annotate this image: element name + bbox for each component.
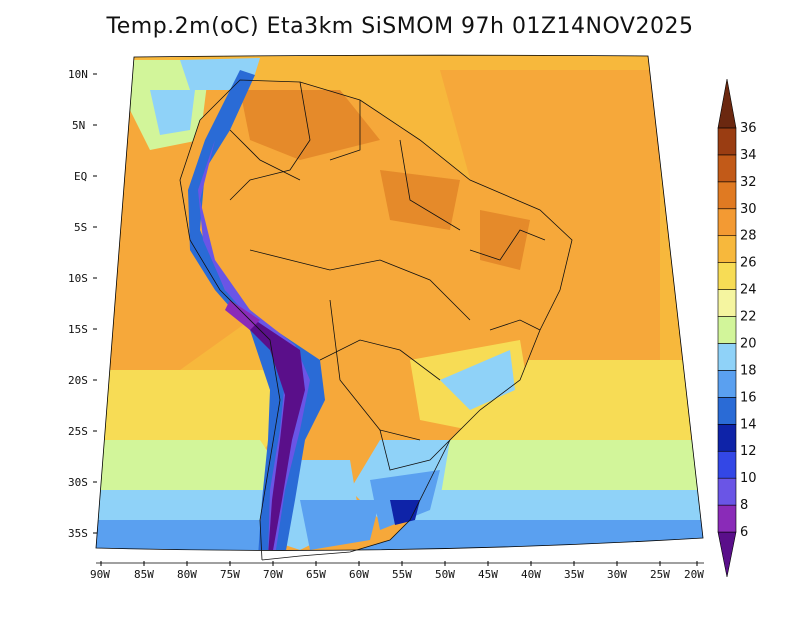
- lon-tick: 60W: [349, 561, 369, 581]
- lon-tick: 40W: [521, 561, 541, 581]
- svg-text:35W: 35W: [564, 568, 584, 581]
- colorbar-segment: [717, 235, 737, 263]
- lon-tick: 30W: [607, 561, 627, 581]
- colorbar-segment: [717, 477, 737, 506]
- colorbar-segment: [717, 343, 737, 371]
- colorbar-segment: [717, 154, 737, 183]
- svg-text:60W: 60W: [349, 568, 369, 581]
- lat-tick: 5S: [74, 221, 97, 234]
- colorbar-label: 16: [740, 390, 757, 405]
- colorbar-label: 20: [740, 336, 757, 351]
- colorbar-label: 28: [740, 229, 757, 244]
- svg-text:EQ: EQ: [74, 170, 87, 183]
- lon-tick: 55W: [392, 561, 412, 581]
- colorbar-segment: [717, 370, 737, 398]
- colorbar-label: 6: [740, 525, 748, 540]
- colorbar-label: 18: [740, 363, 757, 378]
- colorbar-segment: [717, 423, 737, 452]
- colorbar-segment: [717, 504, 737, 533]
- svg-text:20W: 20W: [684, 568, 704, 581]
- lat-tick: 15S: [68, 323, 97, 336]
- colorbar-label: 26: [740, 256, 757, 271]
- lat-tick: 25S: [68, 425, 97, 438]
- lat-tick: 30S: [68, 476, 97, 489]
- colorbar-segment: [717, 208, 737, 237]
- svg-text:90W: 90W: [90, 568, 110, 581]
- svg-text:20S: 20S: [68, 374, 88, 387]
- colorbar-label: 24: [740, 283, 757, 298]
- colorbar-label: 12: [740, 444, 757, 459]
- colorbar-segment: [717, 127, 737, 156]
- svg-text:5S: 5S: [74, 221, 87, 234]
- colorbar-segment: [717, 181, 737, 210]
- colorbar-label: 8: [740, 498, 748, 513]
- svg-text:80W: 80W: [177, 568, 197, 581]
- colorbar-label: 36: [740, 121, 757, 136]
- lon-tick: 80W: [177, 561, 197, 581]
- svg-text:55W: 55W: [392, 568, 412, 581]
- svg-text:25S: 25S: [68, 425, 88, 438]
- colorbar-label: 32: [740, 175, 757, 190]
- svg-text:70W: 70W: [263, 568, 283, 581]
- svg-text:25W: 25W: [650, 568, 670, 581]
- colorbar-segment: [717, 397, 737, 425]
- lon-tick: 65W: [306, 561, 326, 581]
- svg-text:40W: 40W: [521, 568, 541, 581]
- lat-tick: EQ: [74, 170, 97, 183]
- lon-tick: 90W: [90, 561, 110, 581]
- colorbar: 6 8 10 12 14 16 18 20 22 24 26 28 30 32 34 36: [717, 78, 757, 578]
- lat-tick: 10N: [68, 68, 97, 81]
- svg-text:35S: 35S: [68, 527, 88, 540]
- colorbar-label: 30: [740, 202, 757, 217]
- colorbar-segment: [717, 450, 737, 479]
- domain-border: [95, 54, 704, 551]
- lat-tick: 5N: [72, 119, 97, 132]
- svg-text:50W: 50W: [435, 568, 455, 581]
- colorbar-segment: [717, 78, 737, 129]
- colorbar-segment: [717, 262, 737, 290]
- colorbar-segment: [717, 289, 737, 317]
- colorbar-segment: [717, 316, 737, 344]
- lon-tick: 85W: [134, 561, 154, 581]
- country-borders: [179, 79, 573, 561]
- lon-tick: 35W: [564, 561, 584, 581]
- colorbar-label: 22: [740, 310, 757, 325]
- lon-tick: 50W: [435, 561, 455, 581]
- svg-text:30W: 30W: [607, 568, 627, 581]
- lon-tick: 25W: [650, 561, 670, 581]
- lon-tick: 70W: [263, 561, 283, 581]
- longitude-axis: 90W 85W 80W 75W 70W 65W 60W 55W 50W 45W …: [90, 561, 704, 581]
- lon-tick: 45W: [478, 561, 498, 581]
- svg-text:85W: 85W: [134, 568, 154, 581]
- svg-text:65W: 65W: [306, 568, 326, 581]
- latitude-axis: 10N 5N EQ 5S 10S 15S 20S 25S 30S 35S: [68, 68, 97, 540]
- temperature-field: [96, 55, 703, 551]
- svg-text:30S: 30S: [68, 476, 88, 489]
- lon-tick: 20W: [684, 561, 704, 581]
- map-title: Temp.2m(oC) Eta3km SiSMOM 97h 01Z14NOV20…: [106, 14, 694, 39]
- lat-tick: 35S: [68, 527, 97, 540]
- colorbar-label: 14: [740, 417, 757, 432]
- lat-tick: 10S: [68, 272, 97, 285]
- colorbar-label: 10: [740, 471, 757, 486]
- svg-text:10S: 10S: [68, 272, 88, 285]
- svg-text:75W: 75W: [220, 568, 240, 581]
- svg-text:5N: 5N: [72, 119, 85, 132]
- lon-tick: 75W: [220, 561, 240, 581]
- colorbar-segment: [717, 531, 737, 578]
- lat-tick: 20S: [68, 374, 97, 387]
- svg-text:15S: 15S: [68, 323, 88, 336]
- colorbar-label: 34: [740, 148, 757, 163]
- svg-text:10N: 10N: [68, 68, 88, 81]
- svg-text:45W: 45W: [478, 568, 498, 581]
